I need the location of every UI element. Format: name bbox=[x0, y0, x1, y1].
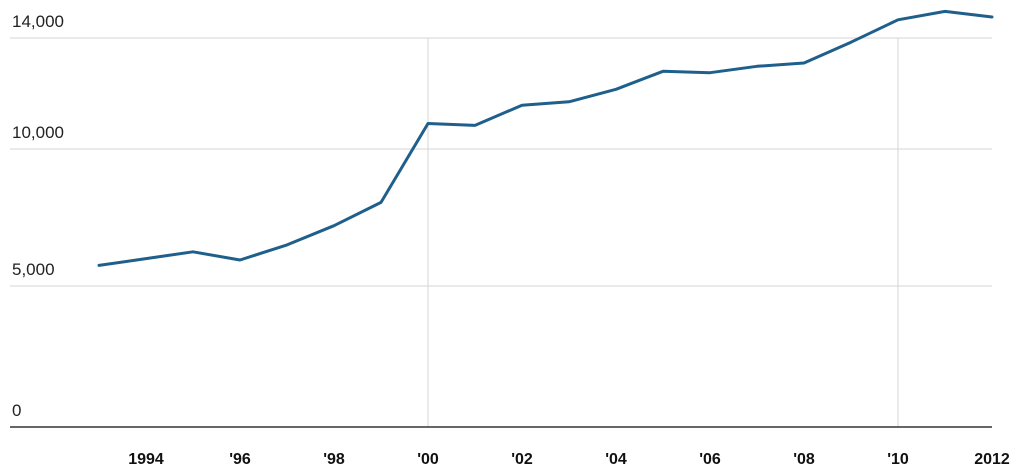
data-point bbox=[286, 243, 289, 246]
y-tick-label: 0 bbox=[12, 401, 21, 420]
x-tick-label: 2012 bbox=[974, 451, 1010, 466]
y-tick-label: 10,000 bbox=[12, 123, 64, 142]
x-tick-label: '96 bbox=[229, 451, 251, 466]
y-tick-label: 14,000 bbox=[12, 12, 64, 31]
data-point bbox=[192, 250, 195, 253]
x-tick-label: '10 bbox=[887, 451, 909, 466]
series-line bbox=[97, 9, 994, 267]
data-point bbox=[709, 71, 712, 74]
data-point bbox=[615, 88, 618, 91]
x-tick-label: '04 bbox=[605, 451, 627, 466]
data-point bbox=[98, 264, 101, 267]
data-point bbox=[756, 65, 759, 68]
x-tick-label: '00 bbox=[417, 451, 439, 466]
x-tick-label: '08 bbox=[793, 451, 815, 466]
data-point bbox=[568, 100, 571, 103]
data-point bbox=[239, 258, 242, 261]
y-tick-label: 5,000 bbox=[12, 260, 55, 279]
data-point bbox=[897, 18, 900, 21]
x-tick-label: '98 bbox=[323, 451, 345, 466]
data-point bbox=[662, 70, 665, 73]
data-point bbox=[850, 41, 853, 44]
data-point bbox=[380, 201, 383, 204]
data-point bbox=[944, 10, 947, 13]
data-point bbox=[991, 16, 994, 19]
axis-layer: 0 5,000 10,000 14,000 1994 '96 '98 '00 '02 '04 '06… bbox=[10, 12, 1010, 466]
data-point bbox=[145, 257, 148, 260]
x-tick-label: 1994 bbox=[128, 451, 164, 466]
data-point bbox=[521, 104, 524, 107]
data-point bbox=[474, 124, 477, 127]
data-point bbox=[427, 122, 430, 125]
grid-layer bbox=[10, 37, 992, 427]
series-layer bbox=[97, 9, 994, 267]
x-tick-label: '02 bbox=[511, 451, 533, 466]
data-point bbox=[333, 224, 336, 227]
data-point bbox=[803, 61, 806, 64]
x-tick-label: '06 bbox=[699, 451, 721, 466]
